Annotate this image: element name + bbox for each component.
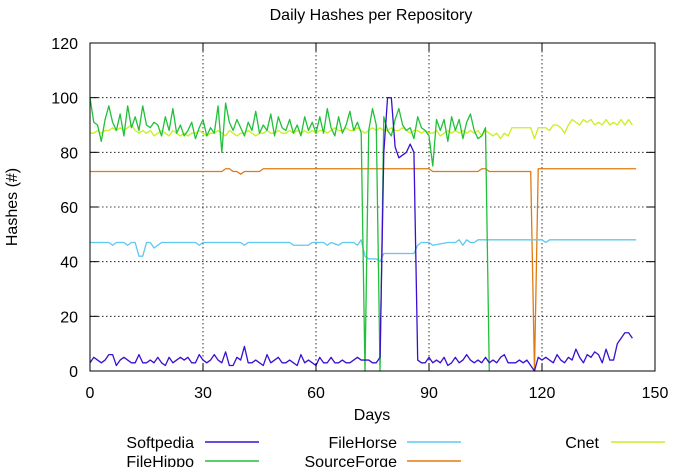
y-tick-label: 100	[51, 91, 78, 108]
y-tick-label: 20	[60, 309, 78, 326]
series-line-filehorse	[90, 239, 637, 263]
x-tick-label: 30	[194, 385, 212, 402]
legend-label-filehorse: FileHorse	[329, 435, 398, 452]
series-lines	[89, 97, 637, 372]
x-tick-label: 120	[529, 385, 556, 402]
series-line-sourceforge	[90, 168, 637, 372]
axis-ticks: 0 20 40 60 80 100 120 0 30 60 90 120 150	[51, 36, 668, 402]
legend: Softpedia FileHippo FileHorse SourceForge Cn…	[126, 435, 665, 467]
chart-title: Daily Hashes per Repository	[270, 7, 473, 24]
series-line-cnet	[90, 118, 633, 140]
x-tick-label: 90	[420, 385, 438, 402]
series-line-filehippo	[89, 97, 490, 372]
x-tick-label: 150	[642, 385, 669, 402]
series-line-softpedia	[89, 97, 633, 372]
y-tick-label: 40	[60, 255, 78, 272]
y-tick-label: 80	[60, 145, 78, 162]
x-tick-label: 60	[307, 385, 325, 402]
y-tick-label: 0	[69, 364, 78, 381]
legend-label-filehippo: FileHippo	[126, 454, 194, 467]
x-axis-label: Days	[354, 407, 390, 424]
grid-lines	[90, 43, 655, 371]
y-tick-label: 120	[51, 36, 78, 53]
legend-label-softpedia: Softpedia	[126, 435, 194, 452]
legend-label-sourceforge: SourceForge	[305, 454, 398, 467]
y-axis-label: Hashes (#)	[4, 168, 21, 246]
x-tick-label: 0	[86, 385, 95, 402]
legend-label-cnet: Cnet	[565, 435, 599, 452]
y-tick-label: 60	[60, 200, 78, 217]
